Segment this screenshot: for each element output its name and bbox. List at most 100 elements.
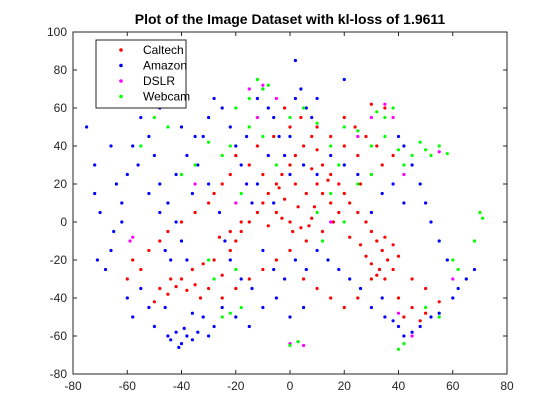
data-point bbox=[293, 58, 297, 63]
x-tick-label: -60 bbox=[119, 379, 137, 393]
data-point bbox=[255, 210, 259, 215]
y-tick-label: -40 bbox=[50, 291, 68, 305]
data-point bbox=[261, 267, 265, 272]
data-point bbox=[247, 125, 251, 129]
data-point bbox=[266, 83, 270, 87]
data-point bbox=[158, 182, 162, 186]
data-point bbox=[464, 277, 468, 281]
data-point bbox=[472, 267, 477, 272]
data-point bbox=[261, 248, 265, 253]
data-point bbox=[418, 140, 422, 144]
data-point bbox=[112, 229, 116, 234]
data-point bbox=[356, 134, 360, 139]
data-point bbox=[329, 191, 333, 196]
data-point bbox=[391, 267, 395, 272]
data-point bbox=[315, 286, 319, 291]
data-point bbox=[402, 163, 406, 167]
y-axis: -80 -60 -40 -20 0 20 40 60 80 100 bbox=[47, 25, 507, 381]
data-point bbox=[266, 106, 270, 110]
x-tick-label: 60 bbox=[446, 379, 460, 393]
data-point bbox=[304, 106, 308, 110]
y-tick-label: 100 bbox=[47, 25, 67, 39]
data-point bbox=[337, 210, 341, 215]
data-point bbox=[120, 201, 124, 205]
data-point bbox=[234, 106, 238, 110]
data-point bbox=[261, 87, 265, 91]
data-point bbox=[125, 277, 129, 281]
data-point bbox=[272, 201, 276, 205]
data-point bbox=[302, 277, 306, 281]
data-point bbox=[396, 311, 401, 315]
data-point bbox=[179, 239, 184, 243]
data-point bbox=[396, 254, 401, 258]
data-point bbox=[261, 305, 265, 310]
data-point bbox=[152, 324, 156, 329]
data-point bbox=[380, 248, 384, 253]
data-point bbox=[377, 267, 382, 272]
data-point bbox=[331, 220, 335, 224]
data-point bbox=[315, 125, 319, 129]
data-point bbox=[383, 102, 387, 106]
data-point bbox=[391, 153, 395, 158]
data-point bbox=[293, 96, 297, 101]
data-point bbox=[193, 210, 197, 215]
data-point bbox=[386, 258, 390, 262]
data-point bbox=[329, 153, 333, 158]
data-point bbox=[247, 163, 251, 167]
data-point bbox=[234, 315, 238, 319]
data-point bbox=[356, 172, 360, 177]
data-point bbox=[302, 305, 306, 310]
data-point bbox=[380, 191, 384, 196]
data-point bbox=[163, 248, 167, 253]
data-point bbox=[304, 239, 308, 243]
data-point bbox=[396, 347, 401, 351]
data-point bbox=[369, 229, 373, 234]
data-point bbox=[207, 182, 211, 186]
data-point bbox=[410, 163, 414, 167]
data-point bbox=[296, 205, 300, 209]
data-point bbox=[250, 201, 254, 205]
data-point bbox=[304, 267, 308, 272]
data-point bbox=[198, 296, 203, 300]
data-point bbox=[261, 201, 265, 205]
x-axis: -80 -60 -40 -20 0 20 40 60 80 bbox=[64, 32, 514, 393]
data-point bbox=[410, 277, 414, 281]
data-point bbox=[410, 334, 414, 338]
y-tick-label: 60 bbox=[54, 101, 68, 115]
legend-box bbox=[95, 39, 187, 109]
data-point bbox=[288, 172, 292, 177]
data-point bbox=[234, 286, 238, 291]
data-point bbox=[445, 152, 449, 156]
data-point bbox=[299, 115, 303, 120]
data-point bbox=[280, 172, 284, 177]
series-dslr bbox=[128, 83, 455, 348]
data-point bbox=[356, 182, 360, 186]
data-point bbox=[358, 243, 363, 247]
data-point bbox=[239, 277, 243, 281]
data-point bbox=[139, 144, 143, 148]
data-point bbox=[383, 134, 387, 139]
data-point bbox=[369, 262, 373, 266]
data-point bbox=[288, 220, 292, 224]
data-point bbox=[383, 115, 387, 120]
data-point bbox=[272, 134, 276, 139]
data-point bbox=[207, 334, 211, 338]
data-point bbox=[139, 286, 143, 291]
x-tick-label: -20 bbox=[227, 379, 245, 393]
data-point bbox=[380, 296, 384, 300]
data-point bbox=[193, 283, 197, 287]
data-point bbox=[383, 106, 387, 110]
data-point bbox=[193, 182, 197, 186]
data-point bbox=[288, 343, 292, 348]
data-point bbox=[326, 258, 330, 262]
data-point bbox=[247, 324, 251, 329]
data-point bbox=[274, 210, 278, 215]
data-point bbox=[245, 182, 249, 186]
data-point bbox=[342, 220, 346, 224]
data-point bbox=[255, 144, 259, 148]
data-point bbox=[364, 220, 368, 224]
data-point bbox=[272, 267, 276, 272]
data-point bbox=[456, 267, 460, 272]
data-point bbox=[255, 115, 259, 120]
legend-label: Caltech bbox=[143, 43, 184, 57]
